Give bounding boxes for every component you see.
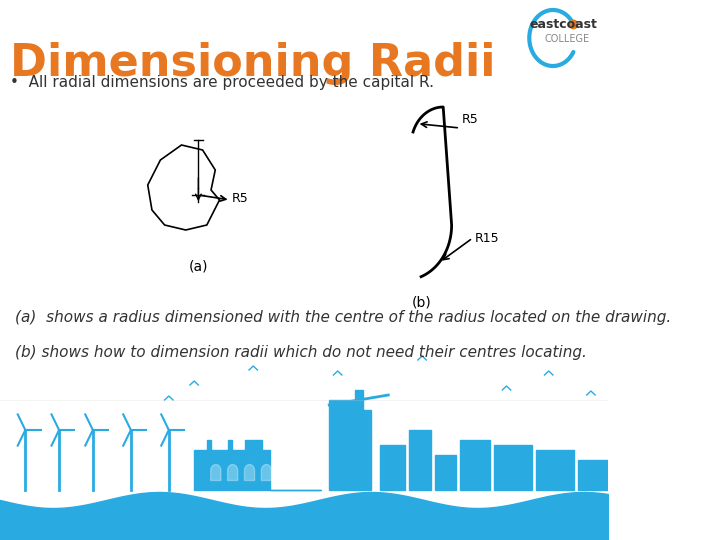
Text: R5: R5 xyxy=(232,192,249,206)
Text: R5: R5 xyxy=(462,113,479,126)
Polygon shape xyxy=(460,440,490,490)
Polygon shape xyxy=(410,430,431,490)
Text: Dimensioning Radii: Dimensioning Radii xyxy=(10,42,495,85)
Polygon shape xyxy=(435,455,456,490)
Text: (a)  shows a radius dimensioned with the centre of the radius located on the dra: (a) shows a radius dimensioned with the … xyxy=(15,310,672,325)
Text: COLLEGE: COLLEGE xyxy=(544,34,590,44)
Text: R15: R15 xyxy=(474,232,499,245)
Polygon shape xyxy=(536,450,574,490)
Polygon shape xyxy=(494,445,532,490)
Polygon shape xyxy=(194,440,321,490)
Polygon shape xyxy=(578,460,608,490)
Text: eastcoast: eastcoast xyxy=(529,18,597,31)
Polygon shape xyxy=(329,390,372,490)
Text: (b) shows how to dimension radii which do not need their centres locating.: (b) shows how to dimension radii which d… xyxy=(15,345,587,360)
Polygon shape xyxy=(380,445,405,490)
Text: (a): (a) xyxy=(189,260,208,274)
Text: •  All radial dimensions are proceeded by the capital R.: • All radial dimensions are proceeded by… xyxy=(10,75,434,90)
Text: (b): (b) xyxy=(413,295,432,309)
